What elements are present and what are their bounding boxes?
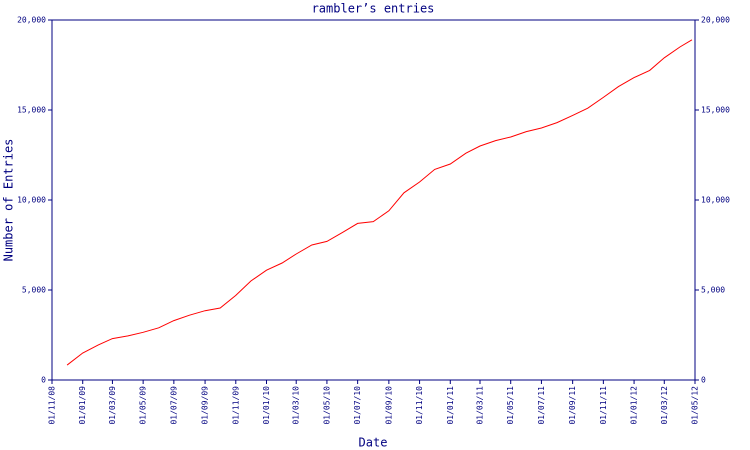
- x-tick-label: 01/03/09: [108, 386, 117, 425]
- plot-frame: [51, 19, 696, 381]
- y2-tick-label: 0: [701, 376, 706, 385]
- x-tick-label: 01/09/09: [201, 386, 210, 425]
- x-tick-label: 01/09/10: [384, 386, 393, 425]
- chart-title: rambler’s entries: [312, 2, 435, 16]
- y2-tick-label: 15,000: [701, 106, 730, 115]
- x-tick-label: 01/09/11: [568, 386, 577, 425]
- x-tick-label: 01/01/09: [78, 386, 87, 425]
- x-tick-label: 01/11/09: [231, 386, 240, 425]
- y2-tick-label: 10,000: [701, 196, 730, 205]
- x-tick-label: 01/01/11: [446, 386, 455, 425]
- x-tick-label: 01/11/10: [415, 386, 424, 425]
- x-tick-label: 01/05/09: [139, 386, 148, 425]
- x-tick-label: 01/11/08: [48, 386, 57, 425]
- x-tick-label: 01/07/11: [537, 386, 546, 425]
- x-tick-label: 01/03/10: [292, 386, 301, 425]
- x-tick-label: 01/01/12: [630, 386, 639, 425]
- y-axis-label: Number of Entries: [2, 139, 16, 262]
- y-tick-label: 5,000: [22, 286, 46, 295]
- y-tick-label: 15,000: [17, 106, 46, 115]
- y-tick-label: 20,000: [17, 16, 46, 25]
- y-tick-label: 0: [41, 376, 46, 385]
- x-axis-label: Date: [359, 436, 388, 450]
- data-line: [66, 39, 693, 366]
- x-tick-label: 01/05/11: [506, 386, 515, 425]
- x-tick-label: 01/05/10: [322, 386, 331, 425]
- x-tick-label: 01/01/10: [262, 386, 271, 425]
- x-tick-label: 01/07/09: [169, 386, 178, 425]
- x-tick-label: 01/03/12: [660, 386, 669, 425]
- y2-tick-label: 20,000: [701, 16, 730, 25]
- x-tick-label: 01/07/10: [353, 386, 362, 425]
- y-tick-label: 10,000: [17, 196, 46, 205]
- x-tick-label: 01/05/12: [691, 386, 700, 425]
- x-tick-label: 01/03/11: [475, 386, 484, 425]
- y2-tick-label: 5,000: [701, 286, 725, 295]
- x-tick-label: 01/11/11: [599, 386, 608, 425]
